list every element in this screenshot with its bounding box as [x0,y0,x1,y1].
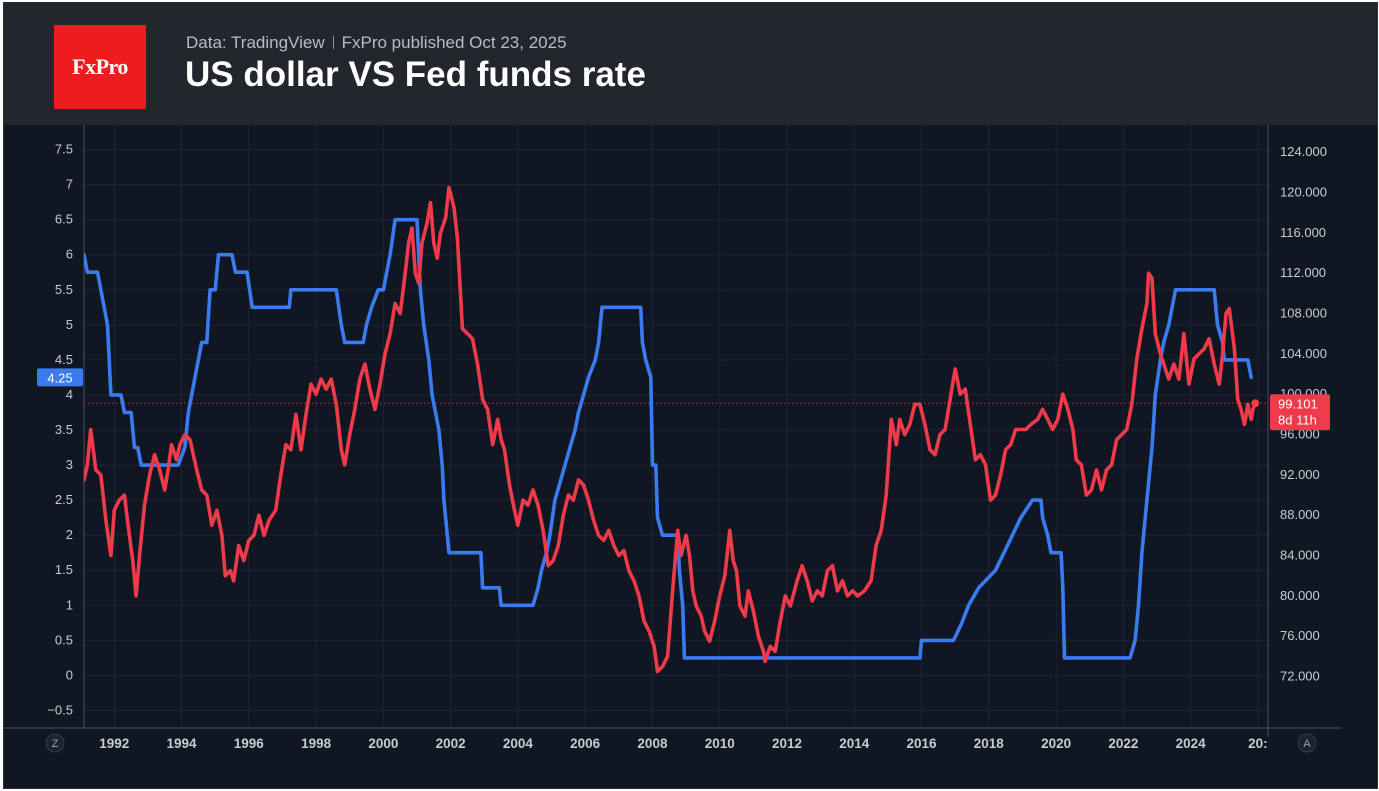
right-axis-tick: 104.000 [1280,346,1327,361]
x-axis-tick: 1996 [234,736,265,751]
data-source: Data: TradingView [186,33,325,52]
left-axis-tick: 2 [66,527,73,542]
x-axis-tick: 2002 [436,736,466,751]
x-axis-tick: 2022 [1108,736,1138,751]
left-scale-button-label: Z [52,738,59,750]
chart-frame: FxPro Data: TradingView FxPro published O… [3,2,1378,789]
x-axis-tick: 2024 [1176,736,1207,751]
x-axis-tick: 2006 [570,736,601,751]
x-axis-tick: 2000 [368,736,398,751]
usd-index-badge [1270,394,1330,431]
left-axis-tick: −0.5 [47,702,73,717]
logo-text: FxPro [72,54,128,79]
left-axis-tick: 6.5 [55,212,73,227]
usd-index-last-point [1251,399,1260,408]
fxpro-logo: FxPro [54,25,146,109]
right-scale-button-label: A [1303,738,1311,750]
left-axis-tick: 1.5 [55,562,73,577]
subtitle-separator [332,36,334,49]
chart-subtitle: Data: TradingView FxPro published Oct 23,… [186,33,567,53]
left-axis-tick: 7 [66,177,73,192]
x-axis-tick: 2020 [1041,736,1071,751]
right-axis-tick: 124.000 [1280,144,1327,159]
left-axis-tick: 3.5 [55,422,73,437]
left-axis-tick: 2.5 [55,492,73,507]
right-axis-tick: 80.000 [1280,588,1320,603]
fed-funds-badge-value: 4.25 [47,370,72,385]
right-axis-tick: 96.000 [1280,427,1320,442]
right-axis-tick: 116.000 [1280,225,1326,240]
left-axis-tick: 4 [66,387,73,402]
left-axis-tick: 5.5 [55,282,73,297]
x-axis-tick: 2004 [503,736,534,751]
left-axis-tick: 0.5 [55,632,73,647]
right-axis-tick: 88.000 [1280,507,1320,522]
right-axis-tick: 108.000 [1280,306,1327,321]
right-axis-tick: 112.000 [1280,265,1326,280]
usd-index-line [84,185,1257,674]
right-axis-tick: 120.000 [1280,185,1327,200]
x-axis-tick: 1998 [301,736,332,751]
published-date: FxPro published Oct 23, 2025 [341,33,567,52]
left-axis-tick: 5 [66,317,73,332]
left-axis-tick: 7.5 [55,142,73,157]
fed-funds-badge [37,368,83,387]
x-axis-tick: 2014 [839,736,870,751]
chart-title: US dollar VS Fed funds rate [185,55,646,94]
right-axis-tick: 72.000 [1280,669,1320,684]
x-axis-tick: 20: [1248,736,1268,751]
x-axis-tick: 2018 [974,736,1005,751]
chart-header: FxPro Data: TradingView FxPro published O… [4,3,1377,125]
left-scale-button[interactable] [45,733,65,753]
grid-lines [84,125,1268,728]
right-scale-button[interactable] [1297,733,1317,753]
right-axis-tick: 92.000 [1280,467,1320,482]
series-lines [84,185,1260,674]
x-axis-tick: 2008 [637,736,668,751]
left-axis-tick: 3 [66,457,73,472]
right-axis-tick: 84.000 [1280,548,1320,563]
x-axis-tick: 1994 [167,736,198,751]
usd-index-badge-countdown: 8d 11h [1278,412,1317,427]
x-axis-tick: 2010 [705,736,735,751]
usd-index-badge-value: 99.101 [1278,396,1318,411]
left-axis-tick: 0 [66,667,73,682]
axes: 7.5 7 6.5 6 5.5 5 4.5 4 3.5 3 2.5 2 1.5 1 0.5 0 −0.5 124.… [4,125,1342,753]
fed-funds-rate-line [84,217,1253,660]
x-axis-tick: 1992 [99,736,129,751]
left-axis-tick: 6 [66,247,73,262]
left-axis-tick: 1 [66,597,73,612]
line-chart[interactable]: 7.5 7 6.5 6 5.5 5 4.5 4 3.5 3 2.5 2 1.5 1 0.5 0 −0.5 124.… [4,125,1377,788]
x-axis-tick: 2012 [772,736,802,751]
x-axis-tick: 2016 [907,736,938,751]
left-axis-tick: 4.5 [55,352,73,367]
right-axis-tick: 76.000 [1280,628,1320,643]
